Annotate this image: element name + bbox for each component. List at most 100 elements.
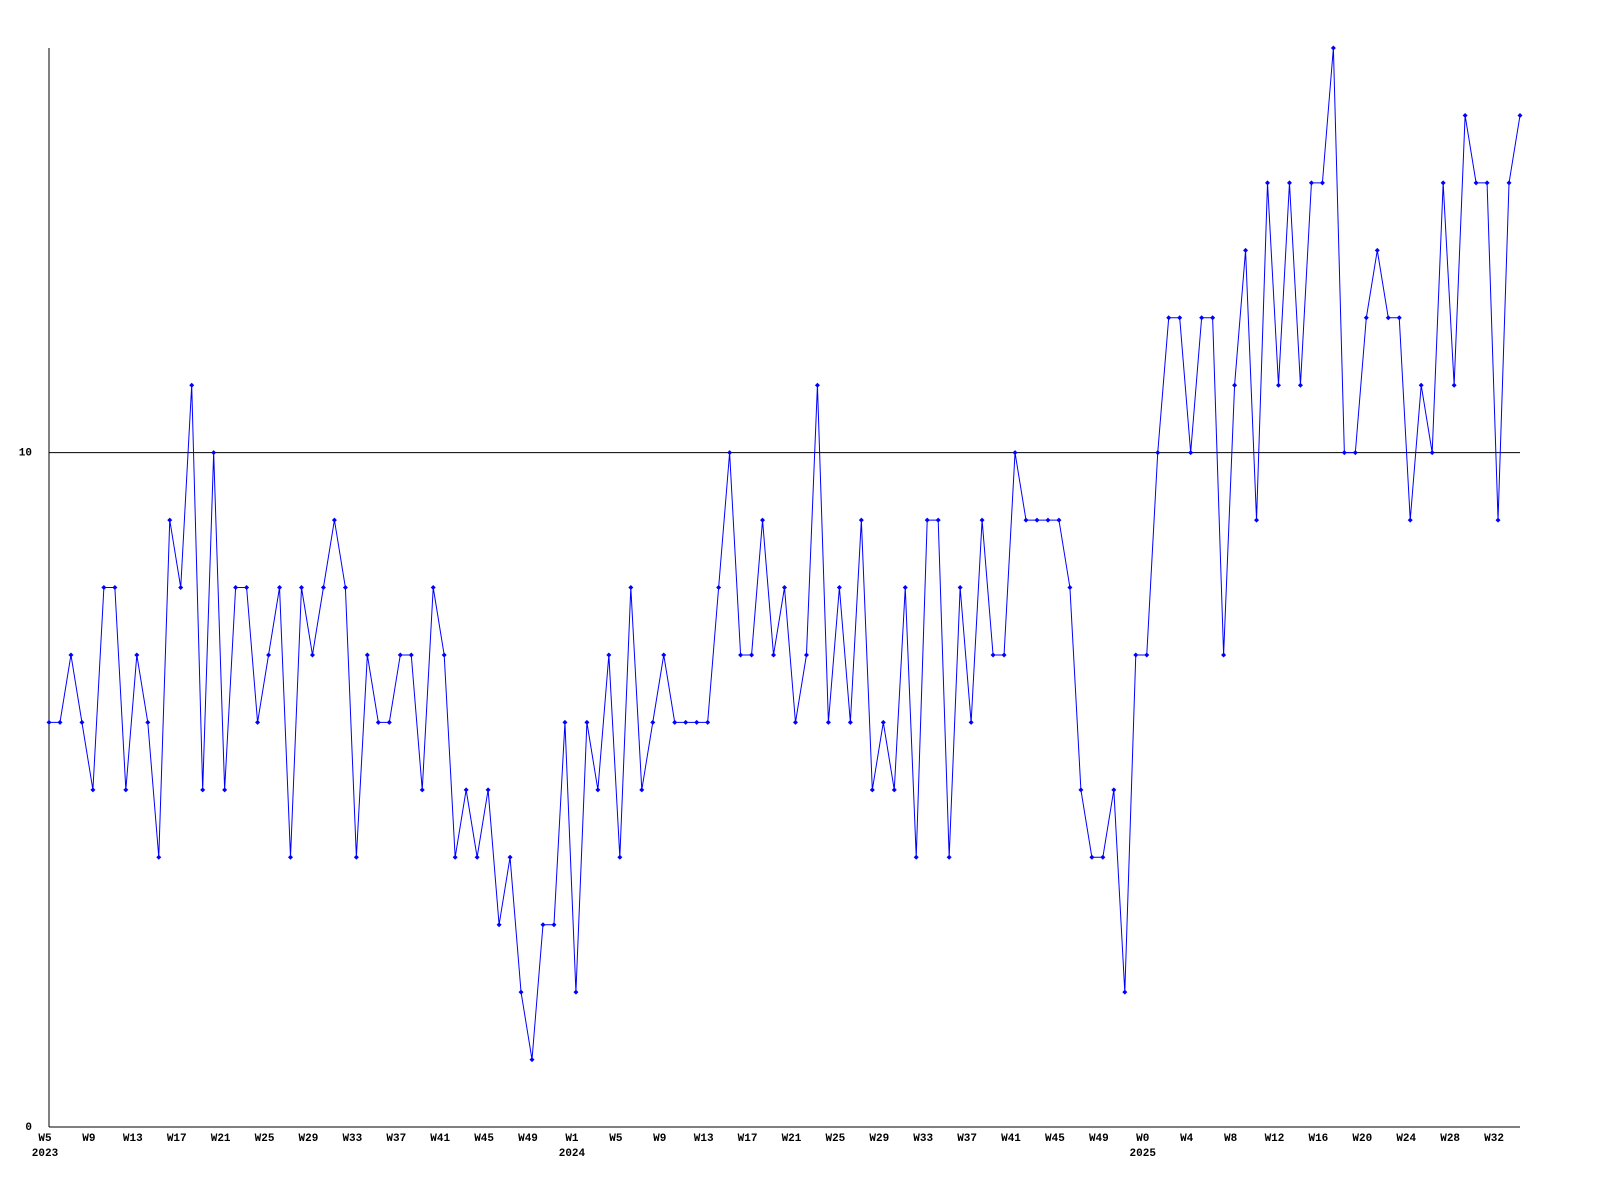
data-point: [57, 719, 63, 725]
data-point: [979, 517, 985, 523]
data-point: [639, 787, 645, 793]
data-point: [617, 854, 623, 860]
x-tick-label: W33: [342, 1133, 362, 1145]
data-point: [1243, 247, 1249, 253]
data-point: [320, 585, 326, 590]
x-tick-label: W24: [1396, 1133, 1416, 1145]
x-tick-label: W16: [1308, 1133, 1328, 1145]
x-tick-label: W21: [211, 1133, 231, 1145]
data-point: [430, 585, 436, 590]
data-point: [902, 585, 908, 590]
data-point: [441, 652, 447, 658]
data-point: [1056, 517, 1062, 523]
data-point: [1111, 787, 1117, 793]
y-tick-label: 10: [19, 448, 32, 460]
data-point: [309, 652, 315, 658]
data-point: [814, 382, 820, 388]
data-point: [1023, 517, 1029, 523]
data-point: [1352, 450, 1358, 456]
data-point: [266, 652, 272, 658]
x-tick-label: W37: [386, 1133, 406, 1145]
data-point: [1396, 315, 1402, 321]
data-point: [1166, 315, 1172, 321]
year-label: 2025: [1130, 1148, 1157, 1160]
data-point: [760, 517, 766, 523]
x-tick-label: W29: [299, 1133, 319, 1145]
x-tick-label: W17: [738, 1133, 758, 1145]
data-point: [1440, 180, 1446, 186]
y-tick-label: 0: [25, 1122, 32, 1134]
x-tick-label: W28: [1440, 1133, 1460, 1145]
data-point: [288, 854, 294, 860]
data-point: [782, 585, 787, 590]
data-point: [90, 787, 96, 793]
data-point: [419, 787, 425, 793]
data-point: [189, 382, 195, 388]
data-point: [584, 719, 590, 725]
data-point: [1319, 180, 1325, 186]
x-tick-label: W32: [1484, 1133, 1504, 1145]
data-point: [386, 719, 392, 725]
data-point: [1265, 180, 1271, 186]
data-point: [1100, 854, 1106, 860]
data-point: [1286, 180, 1292, 186]
data-point: [1144, 652, 1150, 658]
data-point: [518, 989, 524, 995]
data-point: [1045, 517, 1051, 523]
x-tick-label: W49: [518, 1133, 538, 1145]
data-point: [1341, 450, 1347, 456]
x-tick-label: W8: [1224, 1133, 1238, 1145]
data-point: [1254, 517, 1260, 523]
data-point: [1034, 517, 1040, 523]
data-point: [1275, 382, 1281, 388]
data-point: [825, 719, 831, 725]
data-point: [485, 787, 491, 793]
data-point: [672, 719, 678, 725]
data-point: [792, 719, 798, 725]
data-point: [1133, 652, 1139, 658]
x-tick-label: W41: [1001, 1133, 1021, 1145]
data-point: [957, 585, 963, 590]
data-point: [990, 652, 996, 658]
data-point: [551, 922, 557, 928]
data-point: [1001, 652, 1007, 658]
x-tick-label: W29: [869, 1133, 889, 1145]
data-point: [1199, 315, 1205, 321]
data-point: [858, 517, 864, 523]
x-tick-label: W45: [1045, 1133, 1065, 1145]
data-point: [397, 652, 403, 658]
x-tick-label: W4: [1180, 1133, 1194, 1145]
data-point: [562, 719, 568, 725]
data-point: [1418, 382, 1424, 388]
data-point: [353, 854, 359, 860]
data-point: [331, 517, 337, 523]
data-point: [771, 652, 777, 658]
data-point: [1484, 180, 1490, 186]
data-point: [298, 585, 304, 590]
data-point: [1429, 450, 1435, 456]
data-point: [836, 585, 842, 590]
x-tick-label: W45: [474, 1133, 494, 1145]
data-point: [1517, 112, 1523, 118]
data-point: [1188, 450, 1194, 456]
data-point: [1495, 517, 1501, 523]
data-line: [49, 47, 1521, 1060]
data-point: [211, 450, 217, 456]
data-point: [595, 787, 601, 793]
data-point: [1067, 585, 1073, 590]
data-point: [1407, 517, 1413, 523]
x-tick-label: W37: [957, 1133, 977, 1145]
year-label: 2023: [32, 1148, 59, 1160]
data-point: [606, 652, 612, 658]
data-point: [1155, 450, 1161, 456]
data-point: [1078, 787, 1084, 793]
x-tick-label: W12: [1265, 1133, 1285, 1145]
data-point: [847, 719, 853, 725]
data-point: [156, 854, 162, 860]
x-tick-label: W9: [82, 1133, 95, 1145]
data-point: [1506, 180, 1512, 186]
data-point: [573, 989, 579, 995]
data-point: [727, 450, 733, 456]
